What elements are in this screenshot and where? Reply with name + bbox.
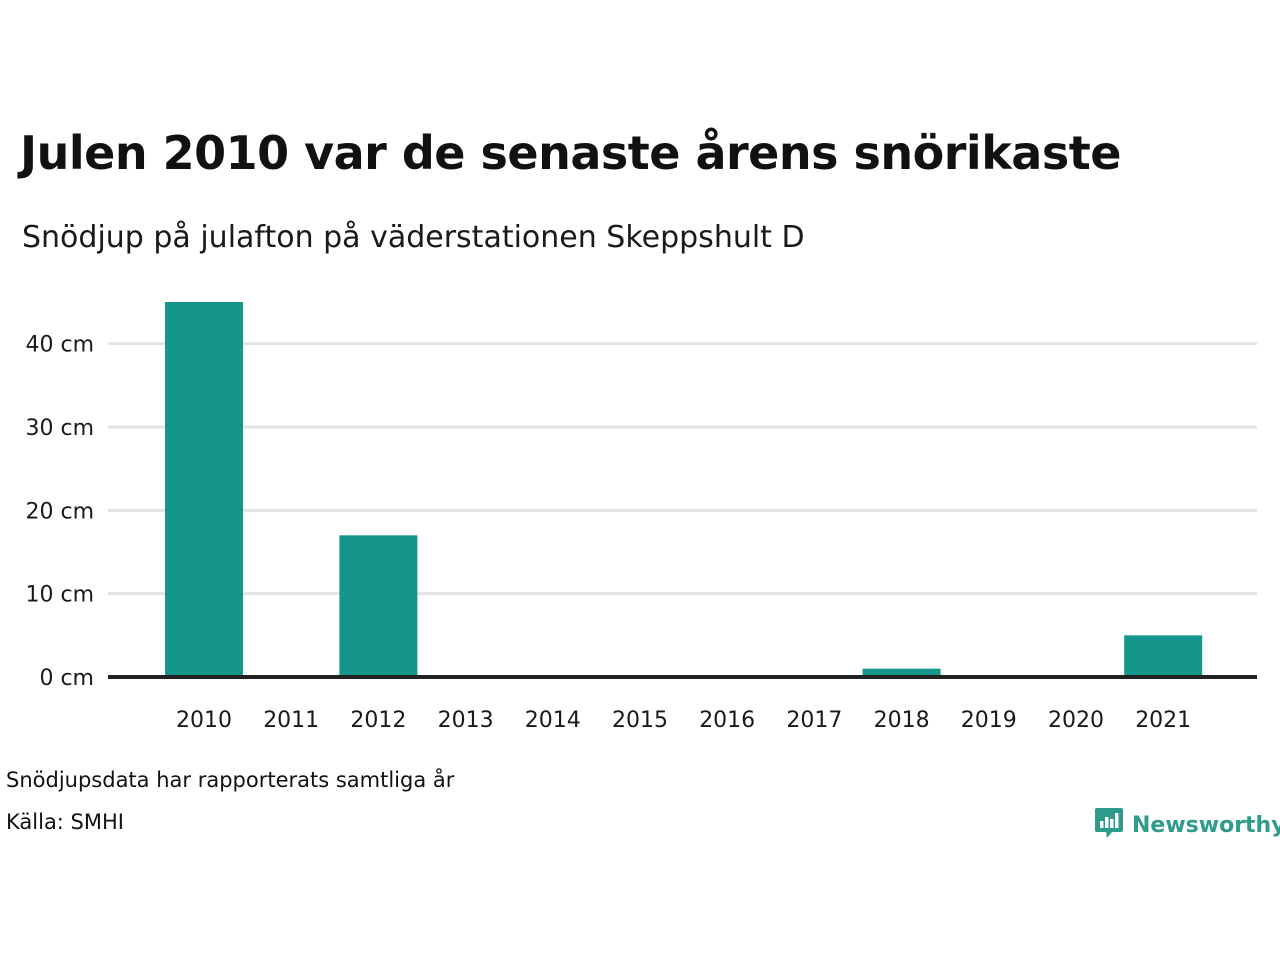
x-tick-label: 2018	[874, 708, 930, 733]
source-credit: Källa: SMHI	[6, 810, 124, 834]
x-tick-label: 2010	[176, 708, 232, 733]
bar-2010	[165, 302, 243, 677]
footnote: Snödjupsdata har rapporterats samtliga å…	[6, 768, 455, 792]
x-tick-label: 2020	[1048, 708, 1104, 733]
x-tick-label: 2013	[438, 708, 494, 733]
bar-2012	[339, 535, 418, 677]
brand-name: Newsworthy	[1132, 812, 1280, 838]
x-tick-label: 2014	[525, 708, 581, 733]
bar-2018	[862, 668, 941, 677]
bars	[165, 302, 1203, 677]
y-tick-label: 10 cm	[25, 583, 94, 608]
chart-title: Julen 2010 var de senaste årens snörikas…	[20, 126, 1121, 180]
y-axis-ticks: 0 cm 10 cm 20 cm 30 cm 40 cm	[25, 333, 94, 691]
grid-lines	[108, 342, 1257, 596]
bar-2021	[1124, 635, 1203, 677]
brand-logo: Newsworthy	[1094, 806, 1280, 844]
y-tick-label: 30 cm	[25, 416, 94, 441]
x-tick-label: 2019	[961, 708, 1017, 733]
newsworthy-logo-icon	[1094, 806, 1124, 844]
x-tick-label: 2011	[263, 708, 319, 733]
x-tick-label: 2012	[350, 708, 406, 733]
x-tick-label: 2016	[699, 708, 755, 733]
x-tick-label: 2021	[1135, 708, 1191, 733]
chart-subtitle: Snödjup på julafton på väderstationen Sk…	[22, 220, 805, 255]
y-tick-label: 20 cm	[25, 499, 94, 524]
y-tick-label: 0 cm	[39, 666, 94, 691]
y-tick-label: 40 cm	[25, 333, 94, 358]
x-tick-label: 2017	[786, 708, 842, 733]
x-axis-ticks: 2010 2011 2012 2013 2014 2015 2016 2017 2018 2019…	[176, 708, 1191, 733]
x-tick-label: 2015	[612, 708, 668, 733]
